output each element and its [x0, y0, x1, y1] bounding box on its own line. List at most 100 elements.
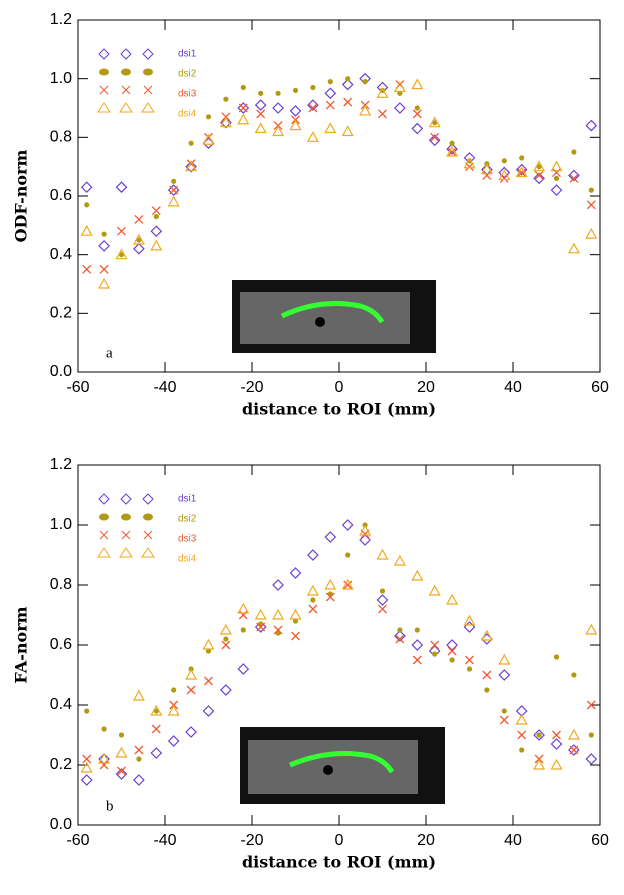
x-tick-label: -40 — [153, 832, 176, 849]
legend-marker — [99, 513, 109, 521]
point — [412, 109, 422, 119]
legend-label: dsi1 — [178, 494, 197, 505]
point — [571, 672, 577, 678]
x-tick-label: 20 — [417, 379, 435, 396]
point — [414, 627, 420, 633]
legend-label: dsi4 — [178, 109, 197, 120]
panel-label: a — [106, 345, 113, 361]
legend-marker — [119, 547, 133, 558]
legend-label: dsi3 — [178, 534, 197, 545]
point — [550, 184, 563, 196]
point — [272, 102, 284, 114]
point — [240, 84, 246, 91]
point — [80, 181, 93, 194]
point — [223, 636, 229, 642]
point — [186, 685, 196, 695]
point — [585, 623, 598, 635]
legend-marker — [143, 530, 153, 540]
point — [393, 81, 406, 93]
point — [341, 519, 354, 531]
point — [536, 732, 542, 738]
point — [376, 87, 389, 98]
point — [482, 171, 492, 180]
point — [447, 646, 457, 656]
point — [169, 185, 179, 195]
point — [394, 102, 406, 114]
point — [519, 155, 525, 161]
point — [449, 657, 455, 663]
point — [463, 157, 476, 169]
point — [306, 584, 319, 596]
point — [292, 87, 299, 93]
x-tick-label: 0 — [335, 832, 344, 849]
point — [153, 708, 159, 714]
point — [291, 631, 300, 641]
point — [254, 99, 267, 111]
point — [553, 654, 560, 660]
point — [588, 187, 594, 193]
point — [254, 608, 267, 620]
point — [185, 668, 198, 680]
point — [411, 122, 424, 135]
point — [428, 134, 441, 147]
point — [343, 580, 353, 590]
x-tick-label: 0 — [335, 379, 344, 396]
point — [132, 689, 145, 701]
point — [221, 640, 231, 650]
point — [536, 164, 542, 170]
point — [517, 168, 527, 177]
point — [359, 534, 371, 546]
point — [132, 233, 145, 245]
point — [98, 753, 110, 765]
point — [501, 158, 507, 164]
point — [80, 774, 93, 786]
legend-marker — [99, 68, 109, 76]
point — [498, 669, 511, 681]
point — [185, 160, 197, 173]
point — [586, 700, 596, 710]
x-tick-label: -20 — [240, 832, 263, 849]
y-tick-label: 0.4 — [50, 696, 72, 713]
point — [310, 597, 316, 603]
legend-marker — [97, 547, 111, 558]
point — [308, 103, 318, 113]
point — [463, 614, 476, 626]
y-tick-label: 0.8 — [50, 576, 72, 593]
point — [552, 168, 561, 177]
point — [84, 202, 90, 208]
point — [534, 171, 544, 180]
point — [588, 732, 594, 738]
point — [307, 99, 319, 111]
point — [167, 735, 180, 747]
inset-b — [240, 727, 445, 804]
point — [568, 744, 580, 756]
point — [550, 758, 563, 770]
point — [481, 633, 493, 645]
legend-marker — [119, 102, 133, 113]
point — [515, 713, 528, 725]
point — [258, 90, 264, 96]
point — [345, 552, 351, 558]
point — [289, 119, 302, 131]
y-tick-label: 0.6 — [50, 187, 72, 204]
point — [117, 766, 126, 776]
point — [379, 588, 386, 594]
y-tick-label: 0.0 — [50, 363, 72, 380]
legend-marker — [142, 493, 154, 505]
point — [101, 726, 107, 732]
x-axis-label: distance to ROI (mm) — [242, 853, 436, 872]
y-tick-label: 0.2 — [50, 305, 72, 322]
x-tick-label: -60 — [66, 379, 89, 396]
point — [237, 602, 250, 614]
point — [98, 240, 110, 252]
point — [571, 149, 577, 155]
point — [378, 109, 387, 119]
point — [202, 137, 215, 150]
point — [362, 79, 368, 85]
legend-marker — [121, 530, 131, 540]
y-axis-label: ODF-norm — [12, 150, 31, 243]
point — [341, 125, 354, 137]
point — [567, 728, 580, 740]
point — [150, 704, 163, 716]
